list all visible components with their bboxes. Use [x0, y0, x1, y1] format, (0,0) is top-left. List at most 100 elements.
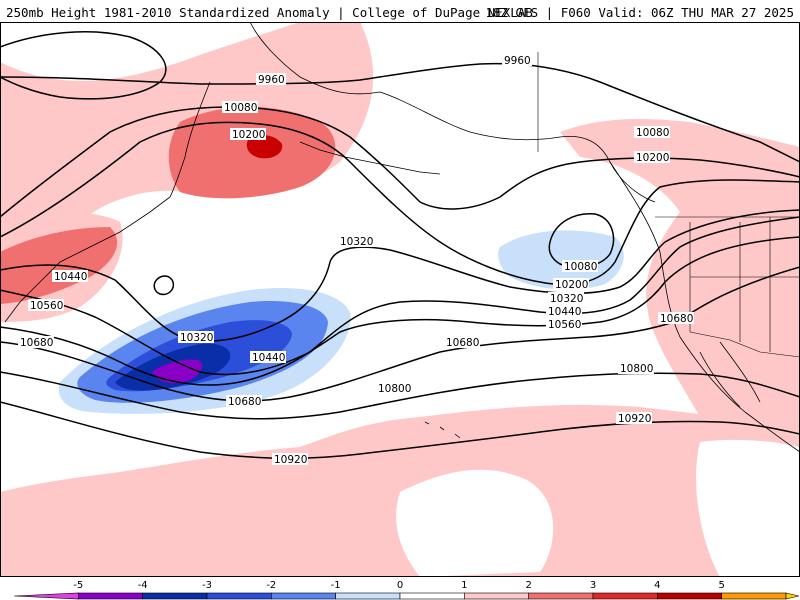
- contour-10560: [0, 236, 800, 386]
- map-title: 250mb Height 1981-2010 Standardized Anom…: [6, 5, 533, 20]
- contour-label-10560-a: 10560: [30, 300, 63, 312]
- anomaly-pos-light-south: [0, 405, 800, 577]
- label-bg: [618, 362, 654, 374]
- contour-label-10200-c: 10200: [555, 279, 588, 291]
- colorbar-tick-label: -3: [202, 580, 212, 591]
- label-bg: [546, 305, 582, 317]
- contour-label-10560-b: 10560: [548, 319, 581, 331]
- contour-label-10320-a: 10320: [340, 236, 373, 248]
- negative-anomaly-shading: [58, 230, 624, 414]
- colorbar-tick-label: -4: [138, 580, 148, 591]
- label-bg: [658, 312, 694, 324]
- contour-10800: [0, 371, 800, 420]
- contour-10920: [0, 401, 800, 460]
- anomaly-neg-extreme-central: [152, 359, 203, 384]
- anomaly-map: 9960 9960 10080 10080 10080 10200 10200 …: [0, 22, 800, 577]
- contour-label-10080-b: 10080: [636, 127, 669, 139]
- colorbar-tick-label: -1: [331, 580, 341, 591]
- contour-label-10200-a: 10200: [232, 129, 265, 141]
- contour-label-10920-b: 10920: [618, 413, 651, 425]
- colorbar-segment: [206, 592, 272, 600]
- label-bg: [18, 336, 54, 348]
- coastline-kurils-japan: [4, 196, 171, 323]
- anomaly-pos-light-east: [560, 119, 800, 434]
- colorbar-graphic: -5 -4 -3 -2 -1 0 1 2 3 4 5: [13, 580, 800, 600]
- colorbar-tick-label: 4: [654, 580, 660, 591]
- colorbar-tick-label: -2: [266, 580, 276, 591]
- label-bg: [553, 278, 589, 290]
- contour-10440: [0, 216, 800, 376]
- label-bg: [28, 299, 64, 311]
- colorbar-segment: [464, 592, 529, 600]
- contour-label-10440-a: 10440: [54, 271, 87, 283]
- colorbar-segment: [271, 592, 336, 600]
- contour-label-10200-b: 10200: [636, 152, 669, 164]
- anomaly-neg-light-east: [498, 230, 624, 290]
- label-bg: [250, 351, 286, 363]
- label-bg: [52, 270, 88, 282]
- contour-label-10440-c: 10440: [548, 306, 581, 318]
- contour-label-10440-b: 10440: [252, 352, 285, 364]
- contour-label-10320-c: 10320: [550, 293, 583, 305]
- colorbar: -5 -4 -3 -2 -1 0 1 2 3 4 5: [0, 577, 800, 600]
- label-bg: [546, 318, 582, 330]
- colorbar-left-arrow: [13, 592, 79, 600]
- political-borders: [537, 52, 800, 358]
- contour-9960: [0, 62, 800, 163]
- positive-anomaly-shading: [0, 22, 800, 577]
- coastline-baja: [699, 341, 761, 408]
- colorbar-segments: [13, 592, 800, 600]
- height-contours: [0, 31, 800, 460]
- contour-10200: [0, 121, 800, 286]
- header-bar: 250mb Height 1981-2010 Standardized Anom…: [0, 0, 800, 22]
- colorbar-segment: [78, 592, 143, 600]
- colorbar-segment: [335, 592, 401, 600]
- colorbar-segment: [657, 592, 722, 600]
- contour-labels: 9960 9960 10080 10080 10080 10200 10200 …: [18, 54, 694, 466]
- colorbar-segment: [592, 592, 658, 600]
- anomaly-clear-southeast: [696, 439, 800, 577]
- contour-label-10320-b: 10320: [180, 332, 213, 344]
- label-bg: [502, 54, 532, 66]
- colorbar-tick-label: 2: [525, 580, 531, 591]
- contour-label-10080-a: 10080: [224, 102, 257, 114]
- colorbar-tick-label: 3: [590, 580, 596, 591]
- contour-10320: [0, 209, 800, 342]
- label-bg: [376, 382, 412, 394]
- colorbar-tick-label: 0: [397, 580, 403, 591]
- contour-label-10680-b: 10680: [228, 396, 261, 408]
- colorbar-segment: [528, 592, 594, 600]
- contour-label-10080-c: 10080: [564, 261, 597, 273]
- anomaly-pos-strong-aleutian: [246, 135, 283, 159]
- label-bg: [616, 412, 652, 424]
- label-bg: [634, 151, 670, 163]
- anomaly-clear-south: [396, 469, 554, 577]
- contour-north-arc: [0, 31, 167, 100]
- coastline-aleutians: [299, 141, 441, 175]
- colorbar-segment: [399, 592, 465, 600]
- contour-10320-ring-west: [153, 275, 175, 296]
- label-bg: [634, 126, 670, 138]
- label-bg: [272, 453, 308, 465]
- colorbar-segment: [142, 592, 208, 600]
- colorbar-tick-label: 1: [461, 580, 467, 591]
- contour-label-10800-a: 10800: [378, 383, 411, 395]
- contour-10080-low: [548, 213, 615, 268]
- contour-label-10800-b: 10800: [620, 363, 653, 375]
- coastline-kamchatka: [169, 81, 211, 198]
- coastline-hawaii: [424, 421, 461, 439]
- contour-10080-east: [419, 157, 800, 210]
- label-bg: [230, 128, 266, 140]
- label-bg: [178, 331, 214, 343]
- border-us-mexico: [689, 331, 800, 358]
- label-bg: [548, 292, 584, 304]
- coastline-west-coast: [609, 161, 800, 453]
- label-bg: [256, 73, 286, 85]
- colorbar-ticks: -5 -4 -3 -2 -1 0 1 2 3 4 5: [73, 580, 725, 591]
- model-run-info: 18Z GFS | F060 Valid: 06Z THU MAR 27 202…: [485, 5, 794, 20]
- contour-label-10680-c: 10680: [446, 337, 479, 349]
- label-bg: [222, 101, 258, 113]
- border-states: [689, 217, 800, 352]
- contour-label-10680-a: 10680: [20, 337, 53, 349]
- label-bg: [562, 260, 598, 272]
